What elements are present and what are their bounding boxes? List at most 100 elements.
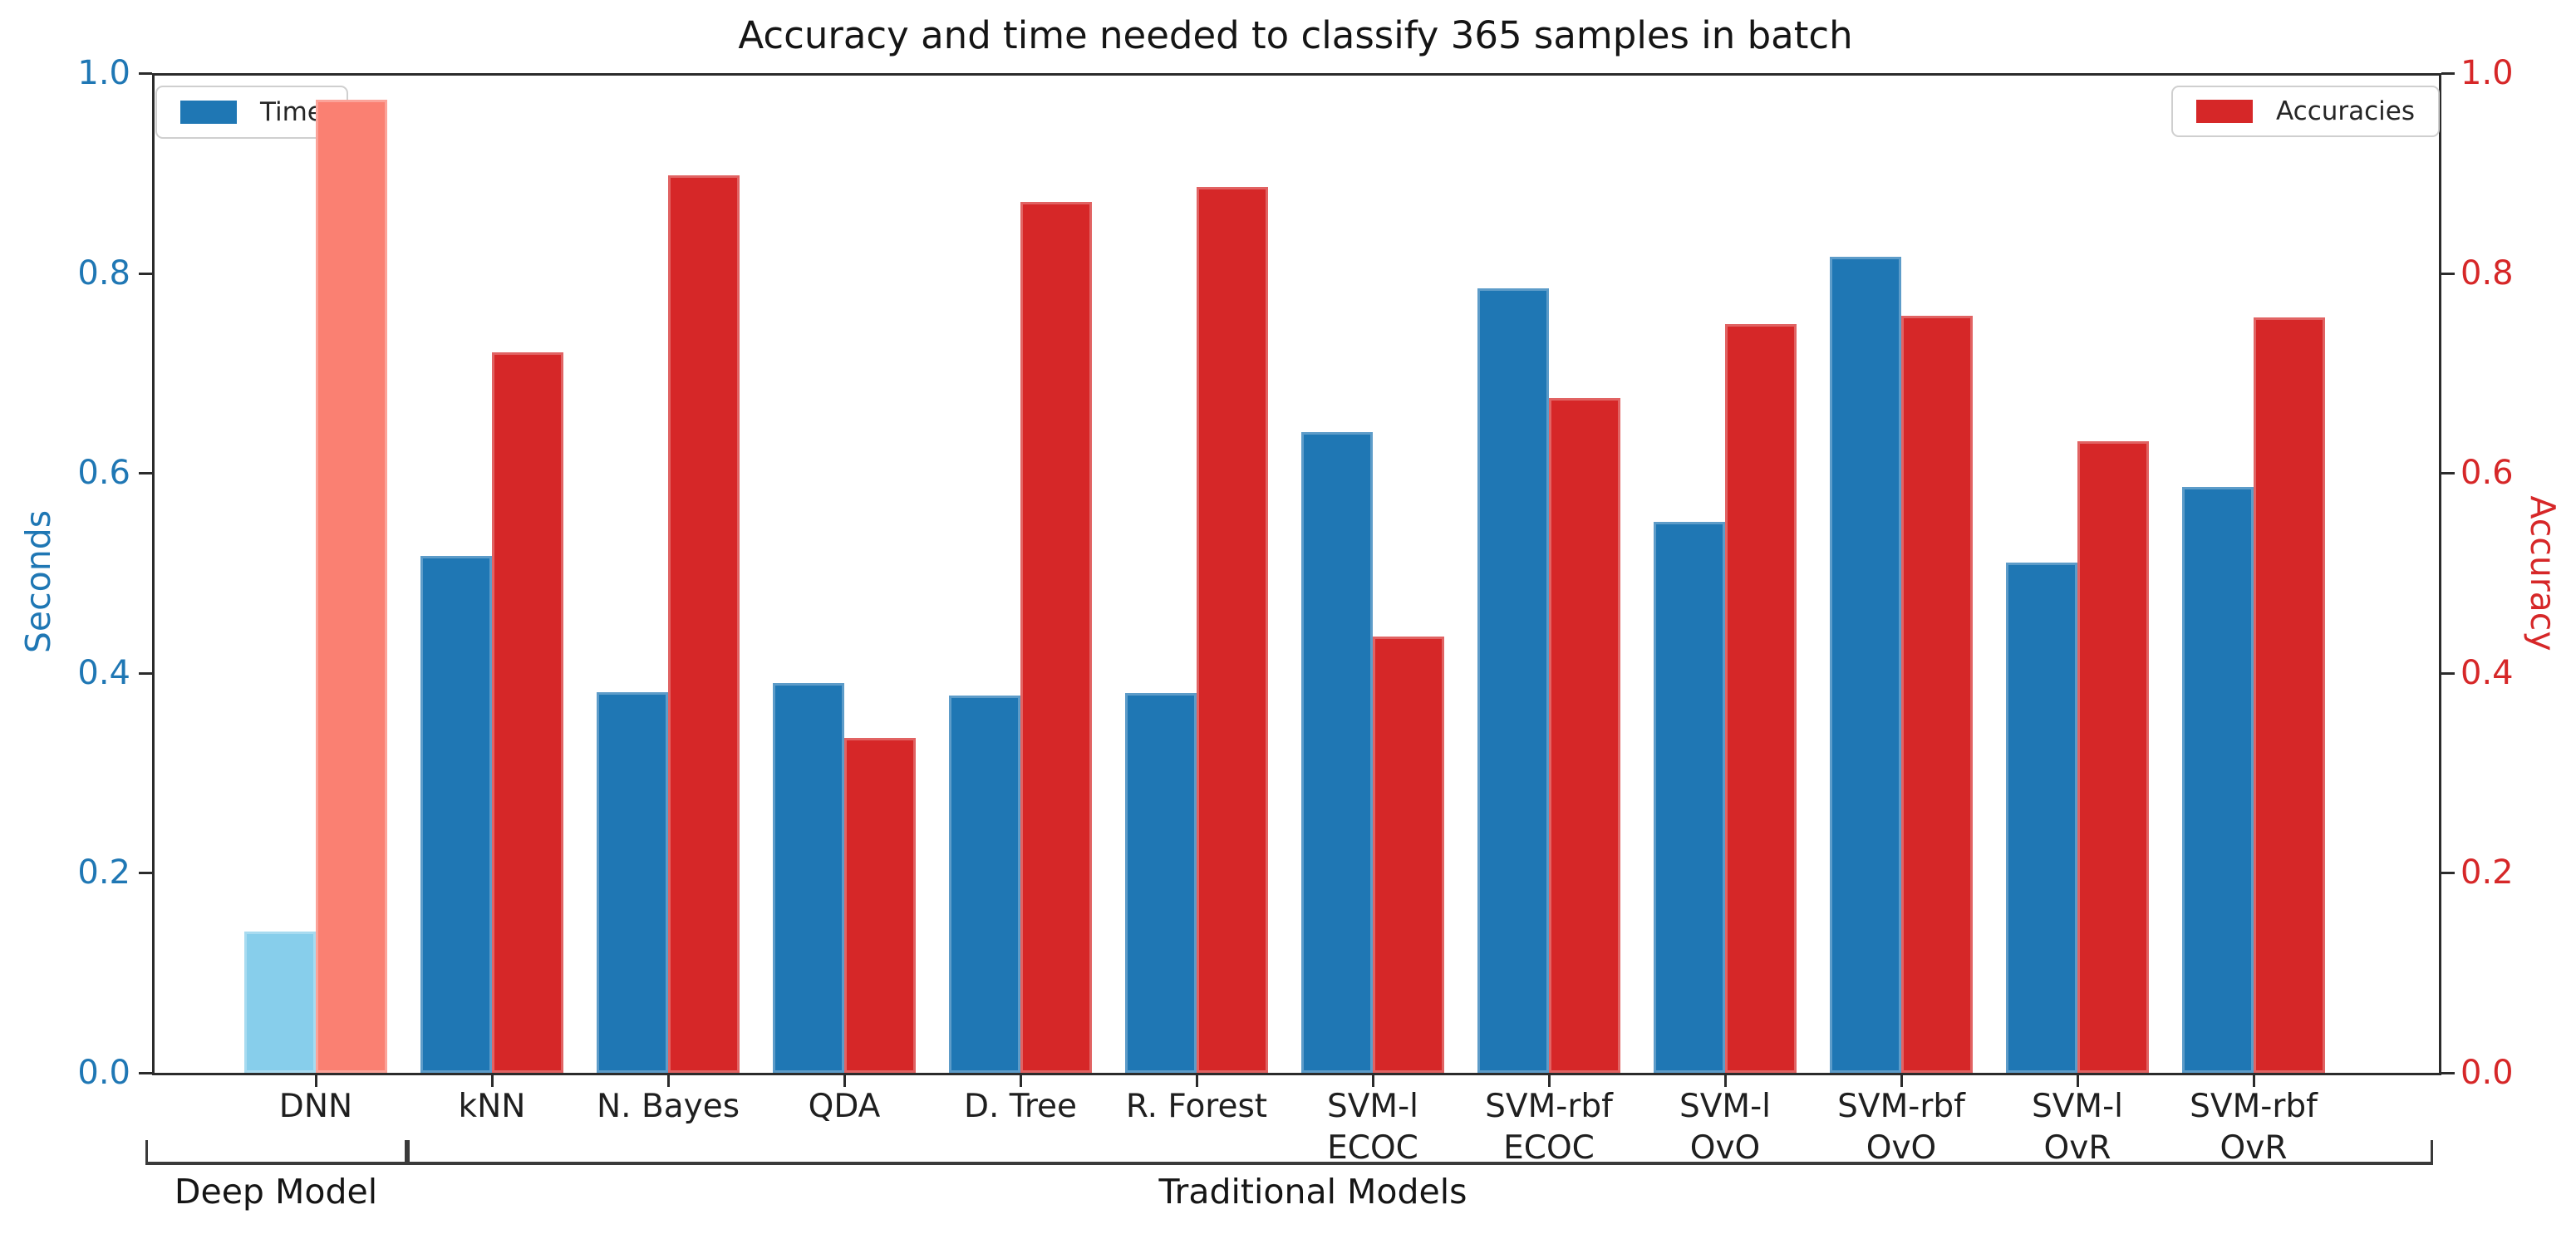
x-tick-mark <box>1548 1075 1551 1087</box>
bar-time-svm-l-ovr <box>2006 563 2077 1073</box>
x-category-line: OvR <box>2043 1129 2111 1167</box>
right-y-tick-mark <box>2441 872 2455 875</box>
bar-time-svm-rbf-ovr <box>2182 487 2254 1073</box>
x-category-line: OvO <box>1866 1129 1937 1167</box>
legend-accuracies: Accuracies <box>2171 86 2441 137</box>
x-category-label-dnn: DNN <box>279 1086 352 1128</box>
left-y-tick-mark <box>139 472 152 475</box>
bar-accuracies-d. tree <box>1020 202 1092 1073</box>
time-legend-swatch <box>180 101 237 124</box>
bar-time-r. forest <box>1125 693 1197 1073</box>
bar-time-n. bayes <box>597 692 668 1073</box>
x-category-line: OvO <box>1689 1129 1761 1167</box>
x-tick-mark <box>1020 1075 1022 1087</box>
x-category-line: ECOC <box>1327 1129 1418 1167</box>
top-spine <box>152 73 2441 76</box>
x-category-line: SVM-rbf <box>1837 1088 1965 1125</box>
left-y-tick-mark <box>139 72 152 75</box>
left-y-tick-label: 0.0 <box>77 1054 130 1092</box>
right-y-tick-label: 0.0 <box>2460 1054 2514 1092</box>
right-y-tick-label: 1.0 <box>2460 54 2514 92</box>
right-y-axis-label: Accuracy <box>2523 495 2563 651</box>
bar-accuracies-n. bayes <box>668 175 740 1073</box>
x-category-line: kNN <box>458 1088 526 1125</box>
left-y-tick-label: 1.0 <box>77 54 130 92</box>
right-y-tick-label: 0.6 <box>2460 454 2514 493</box>
x-category-line: N. Bayes <box>596 1088 740 1125</box>
accuracies-legend-label: Accuracies <box>2276 96 2416 126</box>
right-y-tick-mark <box>2441 472 2455 475</box>
x-category-line: DNN <box>278 1088 353 1125</box>
x-category-line: D. Tree <box>963 1088 1078 1125</box>
bar-accuracies-r. forest <box>1197 187 1268 1073</box>
x-tick-mark <box>1724 1075 1727 1087</box>
x-category-line: ECOC <box>1503 1129 1595 1167</box>
x-tick-mark <box>1900 1075 1903 1087</box>
x-category-line: SVM-rbf <box>2190 1088 2318 1125</box>
right-y-tick-label: 0.2 <box>2460 853 2514 892</box>
left-y-tick-mark <box>139 1072 152 1074</box>
x-tick-mark <box>315 1075 317 1087</box>
x-category-line: SVM-rbf <box>1485 1088 1613 1125</box>
bar-time-qda <box>773 683 844 1073</box>
x-category-label-svm-rbf-ovr: SVM-rbf OvR <box>2190 1086 2318 1169</box>
group-bracket-deep <box>145 1140 407 1165</box>
x-category-label-svm-l-ecoc: SVM-l ECOC <box>1327 1086 1418 1169</box>
x-tick-mark <box>491 1075 494 1087</box>
left-spine <box>152 73 155 1075</box>
group-bracket-label-traditional: Traditional Models <box>1158 1172 1467 1212</box>
group-bracket-label-deep: Deep Model <box>174 1172 378 1212</box>
left-y-tick-mark <box>139 272 152 275</box>
bar-time-dnn <box>244 932 316 1073</box>
x-category-label-knn: kNN <box>459 1086 526 1128</box>
right-y-tick-label: 0.4 <box>2460 653 2514 692</box>
chart-title: Accuracy and time needed to classify 365… <box>738 13 1853 57</box>
bar-time-svm-l-ovo <box>1654 522 1725 1073</box>
x-category-line: OvR <box>2220 1129 2288 1167</box>
bar-accuracies-svm-l-ecoc <box>1373 637 1444 1073</box>
x-category-line: QDA <box>808 1088 881 1125</box>
right-y-tick-mark <box>2441 1072 2455 1074</box>
x-category-label-svm-rbf-ecoc: SVM-rbf ECOC <box>1485 1086 1613 1169</box>
bar-accuracies-svm-l-ovr <box>2077 441 2149 1073</box>
x-tick-mark <box>667 1075 670 1087</box>
x-category-label-n. bayes: N. Bayes <box>597 1086 740 1128</box>
bar-accuracies-svm-rbf-ecoc <box>1549 398 1620 1073</box>
bar-time-d. tree <box>949 696 1020 1073</box>
bar-time-knn <box>420 556 492 1073</box>
bar-accuracies-svm-rbf-ovo <box>1901 316 1973 1073</box>
x-category-label-d. tree: D. Tree <box>964 1086 1077 1128</box>
bar-accuracies-svm-rbf-ovr <box>2254 317 2325 1073</box>
right-y-tick-mark <box>2441 272 2455 275</box>
x-category-label-svm-rbf-ovo: SVM-rbf OvO <box>1837 1086 1965 1169</box>
left-y-tick-mark <box>139 671 152 675</box>
x-category-line: SVM-l <box>1327 1088 1418 1125</box>
bottom-spine <box>152 1073 2441 1075</box>
right-y-tick-mark <box>2441 671 2455 675</box>
group-bracket-traditional <box>407 1140 2433 1165</box>
x-tick-mark <box>2077 1075 2079 1087</box>
x-category-label-r. forest: R. Forest <box>1126 1086 1267 1128</box>
x-tick-mark <box>1372 1075 1374 1087</box>
x-category-line: SVM-l <box>2032 1088 2123 1125</box>
x-category-label-qda: QDA <box>809 1086 881 1128</box>
x-category-label-svm-l-ovo: SVM-l OvO <box>1679 1086 1771 1169</box>
bar-accuracies-knn <box>492 352 563 1073</box>
bar-time-svm-l-ecoc <box>1301 432 1373 1073</box>
x-tick-mark <box>2253 1075 2255 1087</box>
left-y-axis-label: Seconds <box>18 509 58 654</box>
bar-time-svm-rbf-ecoc <box>1477 288 1549 1073</box>
time-legend-label: Time <box>260 97 323 127</box>
left-y-tick-label: 0.8 <box>77 253 130 293</box>
left-y-tick-label: 0.4 <box>77 653 130 692</box>
accuracies-legend-swatch <box>2196 100 2253 123</box>
x-category-label-svm-l-ovr: SVM-l OvR <box>2032 1086 2123 1169</box>
bar-accuracies-dnn <box>316 100 387 1073</box>
x-tick-mark <box>1196 1075 1198 1087</box>
bar-accuracies-svm-l-ovo <box>1725 324 1797 1073</box>
x-tick-mark <box>843 1075 846 1087</box>
left-y-tick-label: 0.6 <box>77 454 130 493</box>
right-spine <box>2439 73 2441 1075</box>
right-y-tick-mark <box>2441 72 2455 75</box>
